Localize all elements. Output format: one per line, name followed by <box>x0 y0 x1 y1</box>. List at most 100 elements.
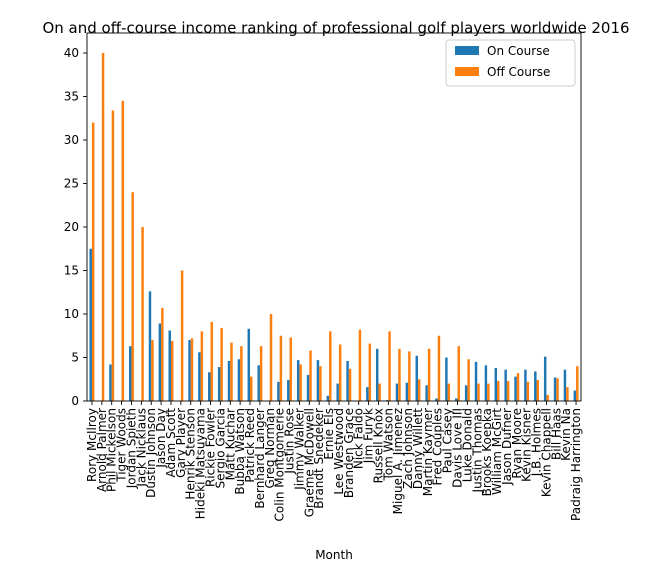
x-tick-label: Greg Norman <box>263 408 277 488</box>
off-course-bar-14 <box>230 342 233 401</box>
off-course-bar-42 <box>506 380 510 401</box>
on-course-bar-42 <box>504 369 507 401</box>
x-tick-label: Danny Willett <box>411 408 425 489</box>
x-tick-label: Ernie Els <box>322 408 336 460</box>
legend-swatch <box>455 46 479 55</box>
on-course-bar-21 <box>296 360 300 401</box>
x-tick-label: Brooks Koepka <box>480 408 494 496</box>
x-tick-label: Kevin Chappell <box>539 408 553 497</box>
x-tick-label: Hideki Matsuyama <box>194 408 208 519</box>
x-tick-label: Paul Casey <box>441 408 455 473</box>
on-course-bar-37 <box>455 398 458 401</box>
x-tick-label: Colin Montgomerie <box>273 408 287 522</box>
off-course-bar-13 <box>220 327 223 401</box>
x-tick-label: Fred Couples <box>431 408 445 485</box>
on-course-bar-29 <box>375 348 379 401</box>
on-course-bar-14 <box>227 360 231 401</box>
axes-frame <box>86 32 582 402</box>
x-tick-label: Phil Mickelson <box>105 408 119 492</box>
off-course-bar-18 <box>269 314 273 401</box>
x-tick-label: Ryan Moore <box>510 408 524 479</box>
x-tick-label: Matt Kuchar <box>223 408 237 480</box>
on-course-bar-34 <box>425 385 428 401</box>
x-tick-label: Jack Nicklaus <box>134 408 148 488</box>
off-course-bar-8 <box>170 340 174 401</box>
y-axis: 0 5 10 15 20 25 30 35 40 <box>64 46 87 408</box>
x-tick-label: William McGirt <box>490 408 504 495</box>
x-tick-label: Graeme McDowell <box>302 408 316 517</box>
legend: On Course Off Course <box>445 39 576 87</box>
on-course-bar-20 <box>287 380 290 401</box>
on-course-bar-4 <box>128 346 132 401</box>
off-course-bar-43 <box>516 373 520 401</box>
on-course-bar-13 <box>217 367 221 401</box>
x-tick-label: Kevin Na <box>559 408 573 461</box>
off-course-bar-22 <box>309 350 312 401</box>
off-course-bar-27 <box>358 329 362 401</box>
off-course-bar-34 <box>427 348 431 401</box>
legend-label: On Course <box>487 44 550 58</box>
y-tick-label: 25 <box>64 177 79 191</box>
x-tick-label: Miguel A. Jimenez <box>391 408 405 514</box>
on-course-bar-28 <box>366 387 369 401</box>
on-course-bar-44 <box>524 369 527 401</box>
on-course-bar-26 <box>346 360 349 401</box>
on-course-bar-7 <box>158 323 162 401</box>
x-tick-label: Branden Grace <box>342 408 356 498</box>
y-tick-label: 30 <box>64 133 79 147</box>
off-course-bar-0 <box>91 122 95 402</box>
on-course-bar-8 <box>168 330 171 401</box>
x-tick-label: Henrik Stenson <box>184 408 198 500</box>
off-course-bar-21 <box>299 364 302 401</box>
x-tick-label: Lee Westwood <box>332 408 346 495</box>
on-course-bar-43 <box>514 376 517 401</box>
x-tick-label: Luke Donald <box>460 408 474 482</box>
off-course-bar-33 <box>417 379 421 401</box>
off-course-bar-9 <box>180 270 184 401</box>
x-tick-label: Bubba Watson <box>233 408 247 495</box>
on-course-bar-6 <box>148 291 152 401</box>
on-course-bar-22 <box>306 374 310 401</box>
x-tick-label: Kevin Kisner <box>520 408 534 482</box>
on-course-bar-47 <box>553 377 557 401</box>
on-course-bar-46 <box>543 356 547 401</box>
x-tick-label: Martin Kaymer <box>421 408 435 496</box>
off-course-bar-16 <box>250 376 253 401</box>
y-tick-label: 20 <box>64 220 79 234</box>
off-course-bar-6 <box>151 340 154 401</box>
on-course-bar-24 <box>326 395 330 401</box>
x-tick-label: Nick Faldo <box>352 408 366 469</box>
off-course-bar-49 <box>576 366 579 401</box>
x-tick-label: Dustin Johnson <box>144 408 158 498</box>
off-course-bar-19 <box>279 335 283 401</box>
x-tick-label: Rory McIlroy <box>85 408 99 482</box>
y-tick-label: 5 <box>71 351 79 365</box>
off-course-bar-25 <box>338 344 342 401</box>
x-tick-label: Jason Dufner <box>500 408 514 486</box>
on-course-bar-17 <box>257 365 260 401</box>
x-tick-label: Bill Haas <box>549 408 563 460</box>
off-course-bar-29 <box>378 383 381 401</box>
off-course-bar-1 <box>101 53 105 401</box>
on-course-bar-0 <box>89 248 92 401</box>
x-tick-label: Tiger Woods <box>115 408 129 483</box>
x-tick-label: Gary Player <box>174 408 188 478</box>
on-course-bar-11 <box>198 352 201 401</box>
on-course-bar-2 <box>109 364 112 401</box>
y-tick-label: 15 <box>64 264 79 278</box>
off-course-bar-32 <box>408 351 411 401</box>
off-course-bar-41 <box>497 380 500 401</box>
off-course-bar-23 <box>319 366 322 401</box>
on-course-bar-48 <box>563 369 567 401</box>
on-course-bar-41 <box>494 367 498 401</box>
x-tick-label: Russell Knox <box>371 408 385 483</box>
on-course-bar-25 <box>336 383 339 401</box>
off-course-bar-46 <box>546 394 549 401</box>
y-tick-label: 40 <box>64 46 79 60</box>
y-tick-label: 10 <box>64 307 79 321</box>
off-course-bar-26 <box>348 368 352 401</box>
x-tick-label: Jimmy Walker <box>292 408 306 491</box>
